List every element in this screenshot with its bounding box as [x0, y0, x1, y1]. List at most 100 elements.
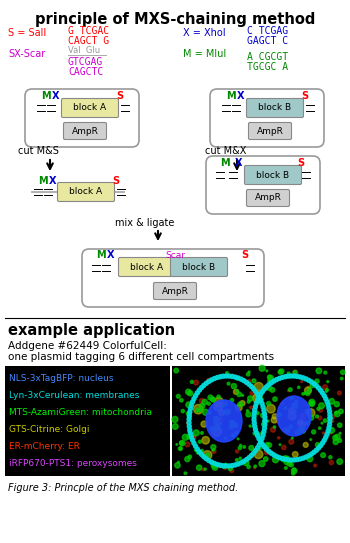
Circle shape	[252, 411, 256, 415]
FancyBboxPatch shape	[25, 89, 139, 147]
Circle shape	[265, 447, 268, 451]
Circle shape	[180, 399, 183, 402]
Circle shape	[236, 462, 240, 466]
Circle shape	[224, 467, 226, 470]
Circle shape	[265, 443, 269, 446]
Circle shape	[259, 460, 265, 466]
Circle shape	[177, 461, 179, 463]
Circle shape	[321, 441, 324, 445]
Circle shape	[212, 449, 215, 451]
Circle shape	[189, 435, 194, 439]
Circle shape	[315, 443, 320, 447]
Circle shape	[218, 463, 223, 468]
Circle shape	[278, 370, 282, 374]
Circle shape	[267, 375, 272, 379]
Circle shape	[307, 388, 311, 392]
Circle shape	[242, 459, 246, 463]
Text: M: M	[38, 176, 48, 186]
Circle shape	[180, 441, 183, 445]
Circle shape	[262, 412, 266, 416]
Circle shape	[176, 394, 180, 398]
Circle shape	[193, 399, 195, 401]
Circle shape	[201, 450, 203, 452]
Text: Val  Glu: Val Glu	[68, 46, 100, 55]
Circle shape	[229, 425, 233, 428]
Text: Lyn-3xCerulean: membranes: Lyn-3xCerulean: membranes	[9, 391, 139, 400]
Circle shape	[192, 441, 196, 445]
Circle shape	[309, 399, 315, 405]
Circle shape	[341, 370, 345, 375]
Circle shape	[310, 402, 313, 405]
Circle shape	[306, 392, 310, 396]
Circle shape	[285, 466, 287, 469]
Text: X = XhoI: X = XhoI	[183, 28, 226, 38]
Circle shape	[218, 375, 222, 378]
Circle shape	[278, 376, 281, 381]
Circle shape	[253, 394, 262, 403]
Circle shape	[312, 382, 316, 386]
Circle shape	[211, 449, 216, 453]
Circle shape	[253, 466, 256, 469]
Circle shape	[210, 378, 214, 382]
Circle shape	[235, 432, 238, 434]
Circle shape	[180, 440, 185, 446]
Circle shape	[309, 452, 314, 456]
Circle shape	[267, 405, 275, 413]
Circle shape	[211, 397, 216, 402]
Circle shape	[273, 426, 275, 428]
Circle shape	[227, 374, 231, 378]
Circle shape	[261, 405, 265, 409]
Text: GTS-Citrine: Golgi: GTS-Citrine: Golgi	[9, 425, 90, 434]
Circle shape	[289, 463, 293, 467]
Text: block A: block A	[131, 262, 163, 272]
Circle shape	[184, 472, 187, 475]
Circle shape	[293, 452, 298, 457]
Circle shape	[279, 444, 281, 445]
Circle shape	[215, 403, 219, 407]
Circle shape	[268, 375, 273, 381]
Circle shape	[326, 429, 330, 433]
Circle shape	[212, 462, 216, 465]
Text: cut M&X: cut M&X	[205, 146, 246, 156]
FancyBboxPatch shape	[62, 98, 119, 117]
Circle shape	[285, 428, 289, 432]
Circle shape	[220, 418, 223, 421]
Circle shape	[306, 421, 310, 425]
Circle shape	[267, 420, 269, 422]
Circle shape	[233, 389, 239, 394]
Circle shape	[240, 401, 245, 406]
Circle shape	[278, 456, 281, 459]
Circle shape	[247, 382, 251, 386]
Circle shape	[293, 370, 298, 375]
Circle shape	[309, 415, 314, 420]
Circle shape	[193, 437, 195, 439]
Circle shape	[283, 375, 287, 378]
Circle shape	[216, 421, 220, 426]
Circle shape	[202, 454, 206, 459]
Circle shape	[252, 379, 256, 383]
Circle shape	[307, 409, 315, 417]
Text: M = MluI: M = MluI	[183, 49, 226, 59]
Text: CAGCTC: CAGCTC	[68, 67, 103, 77]
Circle shape	[208, 412, 211, 414]
Circle shape	[246, 409, 248, 412]
Circle shape	[287, 456, 289, 458]
Circle shape	[264, 457, 268, 462]
Circle shape	[284, 460, 289, 464]
Circle shape	[260, 390, 264, 394]
Circle shape	[253, 432, 257, 435]
Circle shape	[174, 368, 178, 373]
Circle shape	[303, 428, 305, 430]
Circle shape	[324, 397, 328, 401]
Circle shape	[281, 456, 286, 462]
Circle shape	[198, 440, 201, 443]
Circle shape	[301, 428, 305, 433]
Circle shape	[286, 374, 290, 378]
Circle shape	[275, 377, 279, 382]
Circle shape	[233, 375, 237, 379]
Circle shape	[272, 453, 276, 457]
Circle shape	[222, 464, 226, 469]
Text: ER-mCherry: ER: ER-mCherry: ER	[9, 442, 80, 451]
Circle shape	[246, 372, 250, 376]
Bar	[5, 366, 170, 476]
